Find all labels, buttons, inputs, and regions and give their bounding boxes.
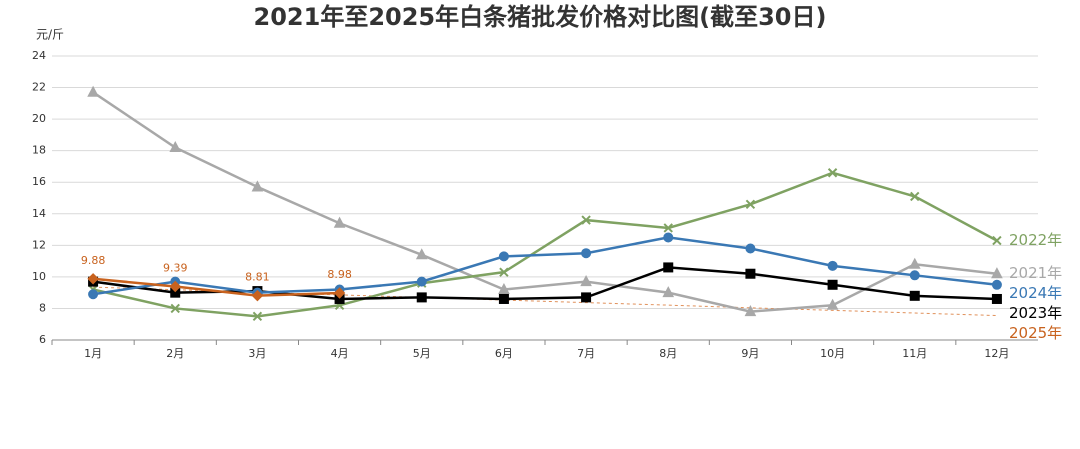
marker [252, 311, 263, 322]
series-line [92, 236, 998, 296]
marker [826, 298, 839, 310]
marker [992, 235, 1002, 246]
legend-label: 2023年 [1009, 304, 1062, 322]
x-tick-label: 8月 [659, 347, 677, 360]
y-tick-label: 8 [39, 301, 46, 314]
y-axis-label: 元/斤 [36, 28, 64, 42]
marker [251, 180, 264, 192]
series-line [92, 277, 340, 297]
series-line [92, 171, 998, 318]
marker [498, 293, 509, 304]
marker [169, 140, 182, 153]
y-tick-label: 14 [32, 207, 46, 220]
marker [827, 168, 838, 178]
marker [908, 257, 921, 269]
marker [581, 292, 592, 303]
marker [415, 248, 428, 260]
legend-label: 2022年 [1009, 231, 1062, 249]
chart-title: 2021年至2025年白条猪批发价格对比图(截至30日) [254, 3, 827, 31]
marker [87, 85, 99, 97]
x-tick-label: 9月 [741, 347, 759, 360]
marker [662, 286, 675, 298]
y-tick-label: 6 [39, 333, 46, 346]
marker [827, 279, 838, 290]
marker [498, 251, 509, 262]
marker [581, 215, 591, 225]
marker [663, 232, 674, 243]
marker [333, 287, 346, 299]
marker [333, 216, 346, 228]
marker [991, 267, 1003, 279]
legend-label: 2025年 [1009, 324, 1062, 342]
marker [87, 273, 99, 285]
series-line [92, 91, 998, 313]
x-tick-label: 3月 [248, 347, 266, 360]
marker [909, 270, 920, 281]
x-tick-label: 4月 [331, 347, 349, 360]
marker [745, 243, 756, 254]
x-tick-label: 12月 [984, 347, 1009, 360]
data-label: 9.88 [81, 254, 106, 267]
x-tick-label: 1月 [84, 347, 102, 360]
y-tick-label: 16 [32, 175, 46, 188]
y-tick-label: 22 [32, 81, 46, 94]
marker [169, 280, 181, 293]
x-tick-label: 10月 [820, 347, 845, 360]
marker [663, 223, 673, 233]
legend-label: 2021年 [1009, 264, 1062, 282]
data-label: 8.98 [327, 268, 352, 281]
x-tick-label: 5月 [413, 347, 431, 360]
x-tick-label: 6月 [495, 347, 513, 360]
marker [580, 275, 592, 287]
marker [991, 293, 1002, 304]
x-tick-label: 11月 [902, 347, 927, 360]
data-label: 8.81 [245, 271, 270, 284]
marker [251, 289, 264, 302]
marker [910, 191, 920, 202]
marker [745, 199, 756, 210]
marker [498, 282, 510, 295]
data-label: 9.39 [163, 262, 188, 275]
marker [416, 292, 427, 303]
y-tick-label: 10 [32, 270, 46, 283]
marker [663, 262, 674, 273]
marker [909, 290, 920, 301]
marker [744, 305, 757, 317]
marker [581, 248, 592, 259]
marker [745, 268, 756, 279]
y-tick-label: 12 [32, 238, 46, 251]
marker [170, 303, 180, 314]
marker [88, 289, 99, 300]
marker [499, 267, 509, 277]
marker [416, 276, 427, 287]
marker [827, 260, 838, 271]
legend-label: 2024年 [1009, 284, 1062, 302]
y-tick-label: 20 [32, 112, 46, 125]
x-tick-label: 7月 [577, 347, 595, 360]
x-tick-label: 2月 [166, 347, 184, 360]
series-line [92, 266, 997, 301]
y-tick-label: 18 [32, 144, 46, 157]
y-tick-label: 24 [32, 49, 46, 62]
marker [991, 279, 1002, 290]
